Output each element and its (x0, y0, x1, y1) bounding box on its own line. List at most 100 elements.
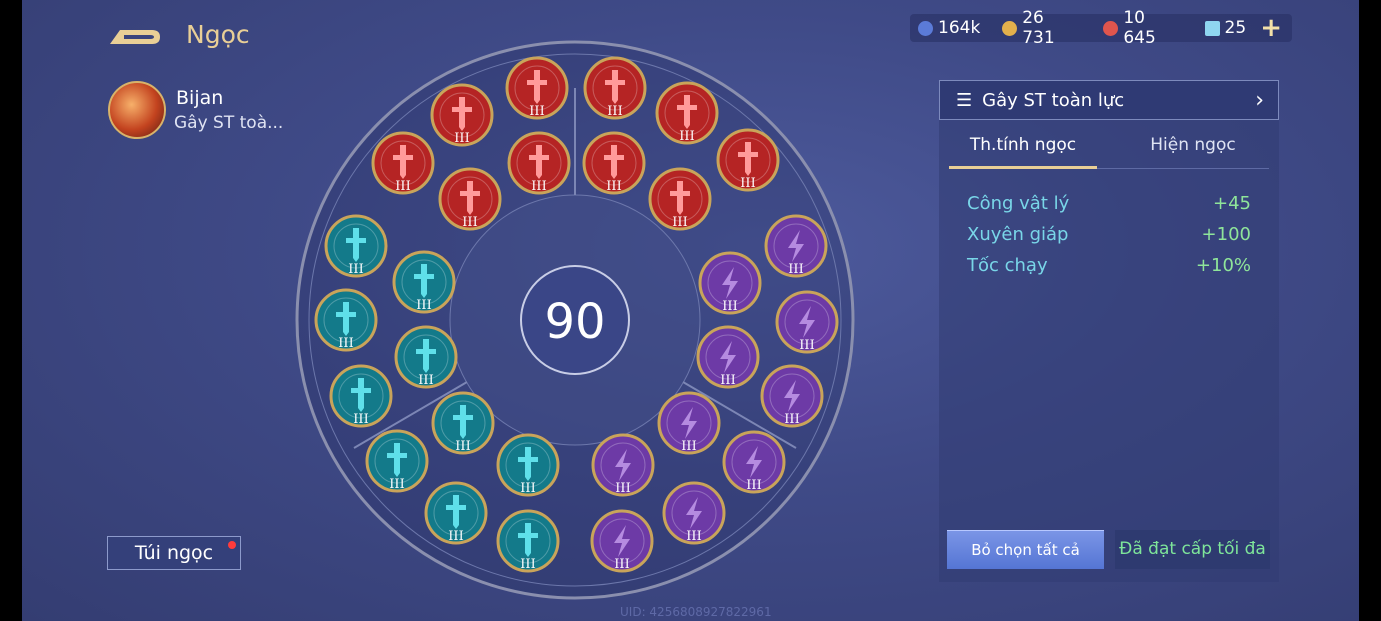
list-icon: ☰ (956, 89, 973, 111)
hero-avatar[interactable] (108, 81, 166, 139)
gem-inner-ring (591, 140, 637, 186)
currency-value: 25 (1224, 18, 1247, 38)
sword-icon (452, 97, 472, 131)
stat-name: Tốc chạy (967, 255, 1048, 276)
sword-icon (336, 302, 356, 336)
gem-inner-ring (338, 373, 384, 419)
max-level-button[interactable]: Đã đạt cấp tối đa (1115, 530, 1270, 569)
gem-slot-red[interactable]: III (582, 131, 646, 195)
sword-icon (453, 405, 473, 439)
gem-inner-ring (514, 65, 560, 111)
gem-level-label: III (448, 529, 463, 544)
gem-inner-ring (440, 400, 486, 446)
red-gem-icon (1103, 20, 1119, 36)
sword-icon (416, 339, 436, 373)
back-arrow-icon[interactable] (108, 22, 162, 50)
gem-level-label: III (679, 129, 694, 144)
deselect-all-button[interactable]: Bỏ chọn tất cả (947, 530, 1104, 569)
gem-slot-purple[interactable]: III (722, 430, 786, 494)
gem-inner-ring (784, 299, 830, 345)
gem-slot-red[interactable]: III (655, 81, 719, 145)
gem-inner-ring (773, 223, 819, 269)
gem-slot-teal[interactable]: III (496, 433, 560, 497)
gem-slot-teal[interactable]: III (496, 509, 560, 573)
wheel-inner-ring (308, 53, 842, 587)
stat-value: +100 (1201, 224, 1251, 245)
lightning-icon (614, 525, 630, 557)
gem-inner-ring (664, 90, 710, 136)
sword-icon (460, 181, 480, 215)
lightning-icon (788, 230, 804, 262)
gem-level-label: III (681, 439, 696, 454)
gem-slot-purple[interactable]: III (775, 290, 839, 354)
gem-slot-red[interactable]: III (583, 56, 647, 120)
tab-gem-stats[interactable]: Th.tính ngọc (969, 135, 1077, 155)
gem-slot-red[interactable]: III (716, 128, 780, 192)
gem-slot-red[interactable]: III (507, 131, 571, 195)
gem-slot-purple[interactable]: III (662, 481, 726, 545)
gold-coin-icon (1002, 20, 1018, 36)
gem-slot-purple[interactable]: III (591, 433, 655, 497)
gem-slot-purple[interactable]: III (696, 325, 760, 389)
gem-slot-red[interactable]: III (505, 56, 569, 120)
gem-level-label: III (520, 557, 535, 572)
currency-bar: 164k 26 731 10 645 25 + (910, 8, 1292, 48)
gem-level-label: III (615, 481, 630, 496)
gem-inner-ring (666, 400, 712, 446)
gem-level-label: III (720, 373, 735, 388)
gem-set-selector[interactable]: ☰ Gây ST toàn lực › (939, 80, 1279, 120)
add-currency-button[interactable]: + (1260, 13, 1282, 43)
gem-inner-ring (505, 442, 551, 488)
lightning-icon (799, 306, 815, 338)
gem-inner-ring (505, 518, 551, 564)
uid-label: UID: 4256808927822961 (620, 605, 772, 619)
gem-level-label: III (455, 439, 470, 454)
gem-slot-teal[interactable]: III (424, 481, 488, 545)
gem-level-label: III (746, 478, 761, 493)
lightning-icon (746, 446, 762, 478)
gem-inner-ring (380, 140, 426, 186)
gem-slot-red[interactable]: III (430, 83, 494, 147)
sword-icon (346, 228, 366, 262)
gem-level-label: III (606, 179, 621, 194)
gem-slot-purple[interactable]: III (764, 214, 828, 278)
gem-slot-red[interactable]: III (371, 131, 435, 195)
notification-dot (228, 541, 236, 549)
gem-slot-red[interactable]: III (438, 167, 502, 231)
lightning-icon (686, 497, 702, 529)
gem-level-label: III (353, 412, 368, 427)
gem-slot-teal[interactable]: III (314, 288, 378, 352)
gem-level-label: III (348, 262, 363, 277)
hero-name: Bijan (176, 87, 224, 109)
gem-slot-purple[interactable]: III (760, 364, 824, 428)
gem-slot-teal[interactable]: III (329, 364, 393, 428)
currency-red-gem: 10 645 (1103, 8, 1182, 48)
gem-inner-ring (725, 137, 771, 183)
gem-level-label: III (454, 131, 469, 146)
currency-blue-orb: 164k (918, 18, 980, 38)
gem-slot-purple[interactable]: III (698, 251, 762, 315)
gem-bag-button[interactable]: Túi ngọc (107, 536, 241, 570)
gem-slot-purple[interactable]: III (590, 509, 654, 573)
tab-show-gems[interactable]: Hiện ngọc (1150, 135, 1236, 155)
sword-icon (414, 264, 434, 298)
gem-slot-teal[interactable]: III (324, 214, 388, 278)
gem-inner-ring (657, 176, 703, 222)
gem-slot-teal[interactable]: III (431, 391, 495, 455)
sword-icon (529, 145, 549, 179)
stat-name: Công vật lý (967, 193, 1070, 214)
gem-inner-ring (401, 259, 447, 305)
gem-slots: III III III III III III III III III III III III III I… (314, 56, 839, 573)
gem-inner-ring (769, 373, 815, 419)
tab-divider (949, 168, 1269, 169)
game-screen: Ngọc Bijan Gây ST toà... Túi ngọc 164k 2… (22, 0, 1359, 621)
gem-slot-teal[interactable]: III (365, 429, 429, 493)
blue-orb-icon (918, 20, 933, 36)
gem-slot-teal[interactable]: III (392, 250, 456, 314)
gem-slot-teal[interactable]: III (394, 325, 458, 389)
gem-inner-ring (333, 223, 379, 269)
gem-slot-purple[interactable]: III (657, 391, 721, 455)
hero-set-name: Gây ST toà... (174, 113, 284, 133)
gem-slot-red[interactable]: III (648, 167, 712, 231)
